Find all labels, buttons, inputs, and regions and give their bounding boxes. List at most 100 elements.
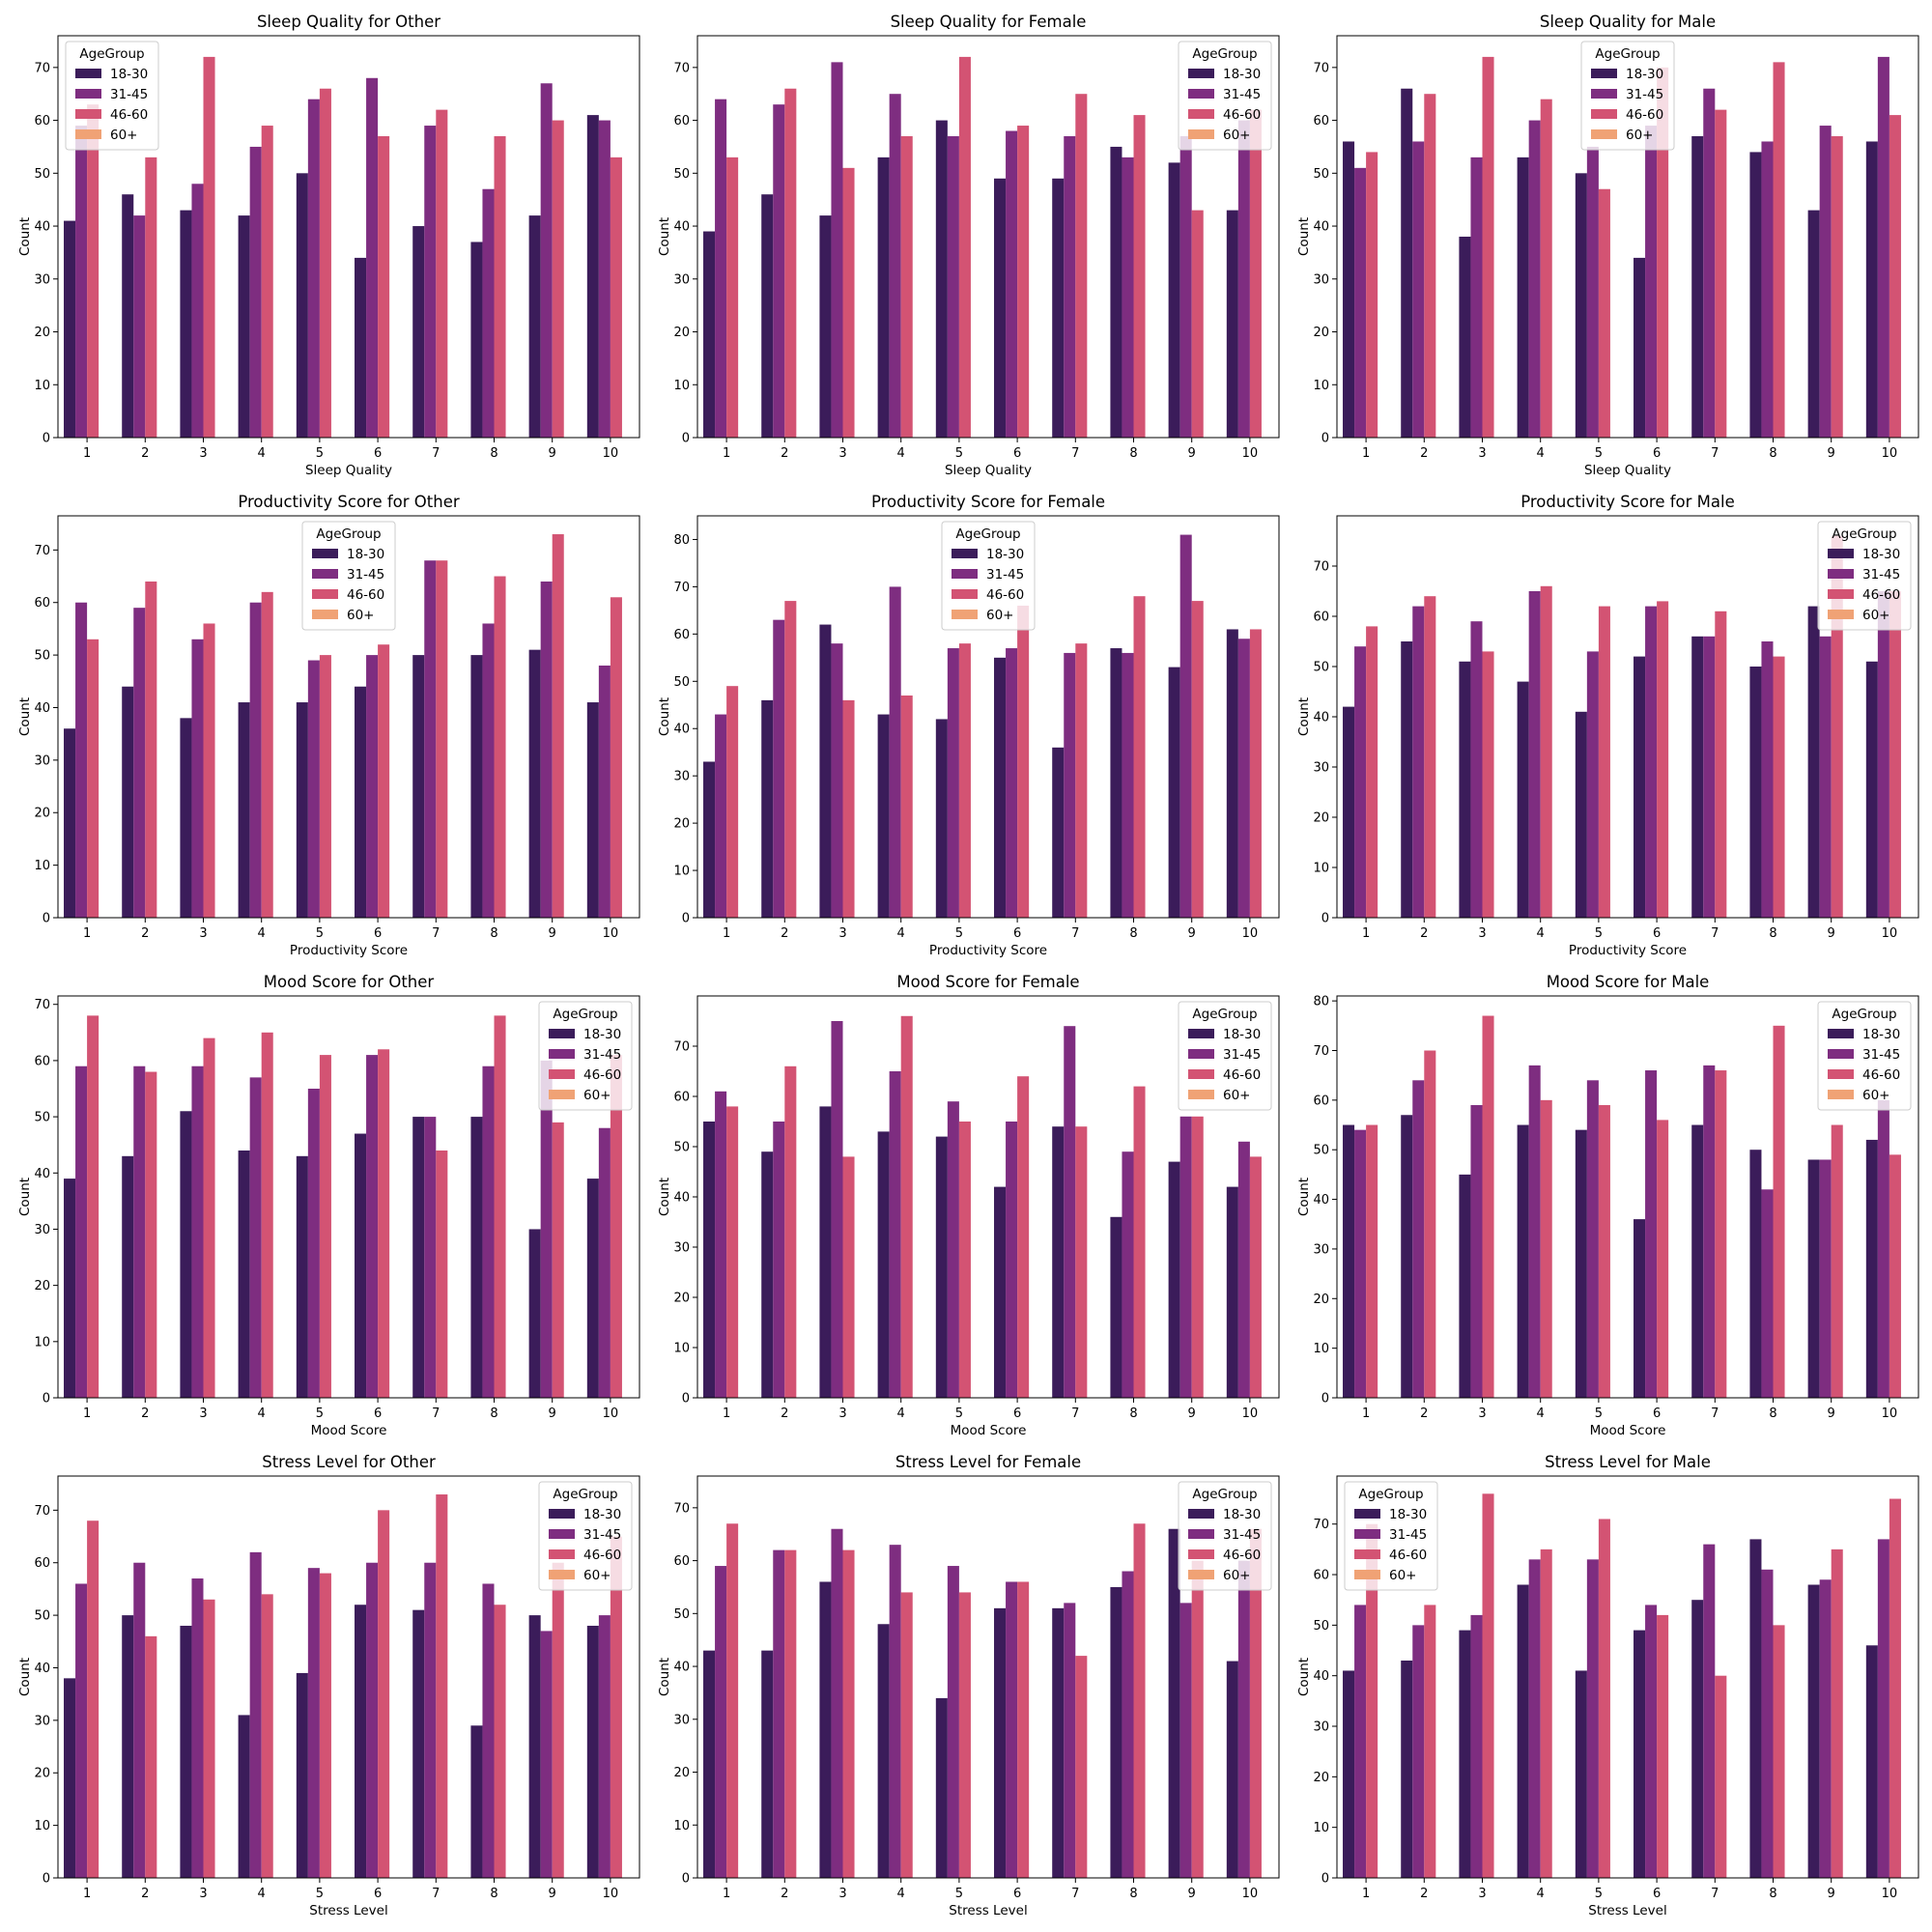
y-tick-label: 20 xyxy=(1313,326,1329,340)
bar-31-45 xyxy=(1470,1614,1483,1878)
legend-label: 18-30 xyxy=(986,547,1024,562)
legend: AgeGroup 18-30 31-45 46-60 60+ xyxy=(1580,41,1675,151)
bar-18-30 xyxy=(1401,1115,1413,1398)
legend-swatch-31-45 xyxy=(1354,1529,1380,1539)
bar-18-30 xyxy=(1459,1630,1471,1878)
y-axis-label: Count xyxy=(17,217,33,256)
bar-31-45 xyxy=(1761,641,1774,918)
x-tick-label: 2 xyxy=(1420,1406,1428,1421)
y-tick-label: 10 xyxy=(673,865,690,879)
legend-title: AgeGroup xyxy=(79,46,144,62)
legend-label: 60+ xyxy=(1862,1088,1890,1103)
legend-label: 46-60 xyxy=(1223,1548,1261,1563)
bar-18-30 xyxy=(470,242,483,438)
y-tick-label: 70 xyxy=(673,1501,690,1516)
bar-18-30 xyxy=(1401,1660,1413,1878)
bar-46-60 xyxy=(203,623,215,918)
bar-18-30 xyxy=(586,1179,599,1398)
x-tick-label: 6 xyxy=(374,1887,382,1901)
y-tick-label: 30 xyxy=(34,753,50,768)
y-axis-label: Count xyxy=(1296,217,1312,256)
x-tick-label: 7 xyxy=(1711,1406,1719,1421)
bar-18-30 xyxy=(180,718,192,918)
legend-label: 60+ xyxy=(583,1568,611,1583)
bar-31-45 xyxy=(1122,1151,1134,1398)
bar-18-30 xyxy=(703,761,716,918)
legend-swatch-31-45 xyxy=(312,569,338,579)
y-tick-label: 60 xyxy=(1313,611,1329,625)
bar-31-45 xyxy=(424,126,437,439)
bar-31-45 xyxy=(1237,639,1250,918)
chart-title: Productivity Score for Female xyxy=(871,493,1105,511)
bar-18-30 xyxy=(412,1609,425,1878)
y-tick-label: 30 xyxy=(1313,1720,1329,1735)
bar-46-60 xyxy=(319,1055,331,1398)
bar-31-45 xyxy=(947,1101,959,1398)
bar-31-45 xyxy=(1528,120,1541,438)
bar-46-60 xyxy=(1191,210,1204,438)
x-tick-label: 2 xyxy=(141,926,149,941)
bar-46-60 xyxy=(1657,1614,1669,1878)
bar-18-30 xyxy=(819,624,832,918)
bar-46-60 xyxy=(261,591,273,918)
bar-31-45 xyxy=(1006,648,1018,918)
axes-frame xyxy=(57,35,640,439)
y-tick-label: 70 xyxy=(34,1504,50,1519)
bar-18-30 xyxy=(1168,1161,1180,1398)
x-tick-label: 6 xyxy=(1013,446,1021,461)
y-tick-label: 30 xyxy=(1313,272,1329,287)
bar-31-45 xyxy=(1064,136,1076,438)
subplot: Sleep Quality for Female 0 10 20 30 40 50 60 70 1… xyxy=(657,13,1280,478)
bar-31-45 xyxy=(249,1077,262,1398)
bar-18-30 xyxy=(586,1625,599,1878)
legend-label: 60+ xyxy=(347,608,375,623)
legend-title: AgeGroup xyxy=(1192,1007,1257,1022)
legend-swatch-31-45 xyxy=(549,1049,575,1059)
y-tick-label: 20 xyxy=(34,326,50,340)
y-tick-label: 70 xyxy=(34,544,50,558)
x-tick-label: 5 xyxy=(1595,446,1603,461)
bar-46-60 xyxy=(726,1106,739,1398)
bar-31-45 xyxy=(540,1060,553,1398)
bar-31-45 xyxy=(424,560,437,918)
bar-46-60 xyxy=(436,1151,448,1398)
x-tick-label: 5 xyxy=(955,1406,963,1421)
axes-frame xyxy=(696,515,1280,919)
x-axis-label: Stress Level xyxy=(949,1903,1027,1918)
bar-31-45 xyxy=(482,1065,495,1398)
legend-label: 18-30 xyxy=(110,67,148,82)
x-axis-label: Sleep Quality xyxy=(945,463,1032,478)
bar-31-45 xyxy=(540,83,553,439)
bar-18-30 xyxy=(1807,606,1820,918)
x-tick-label: 5 xyxy=(316,446,324,461)
x-tick-label: 7 xyxy=(432,1887,440,1901)
y-tick-label: 50 xyxy=(673,675,690,690)
bar-31-45 xyxy=(1122,1571,1134,1878)
y-tick-label: 0 xyxy=(1321,432,1329,446)
bar-31-45 xyxy=(773,1549,785,1878)
legend-title: AgeGroup xyxy=(1595,46,1660,62)
bar-18-30 xyxy=(877,156,890,439)
x-tick-label: 4 xyxy=(897,446,905,461)
x-tick-label: 8 xyxy=(490,1887,497,1901)
bar-18-30 xyxy=(1807,1159,1820,1398)
bar-18-30 xyxy=(1517,681,1529,918)
legend-swatch-18-30 xyxy=(1188,69,1214,78)
y-tick-label: 0 xyxy=(682,912,690,926)
legend-label: 60+ xyxy=(1389,1568,1417,1583)
bar-31-45 xyxy=(1819,1579,1832,1878)
legend-swatch-46-60 xyxy=(1828,589,1854,599)
bar-31-45 xyxy=(773,104,785,438)
chart-title: Mood Score for Female xyxy=(896,973,1079,991)
bar-46-60 xyxy=(842,167,855,438)
bar-46-60 xyxy=(900,1592,913,1878)
legend-swatch-60+ xyxy=(1828,1090,1854,1099)
bar-31-45 xyxy=(1412,1080,1425,1398)
y-tick-label: 50 xyxy=(34,649,50,664)
legend-label: 60+ xyxy=(583,1088,611,1103)
bar-46-60 xyxy=(261,1594,273,1878)
y-tick-label: 40 xyxy=(34,701,50,716)
y-axis-label: Count xyxy=(657,217,672,256)
y-tick-label: 20 xyxy=(673,326,690,340)
legend-label: 46-60 xyxy=(1862,587,1900,603)
